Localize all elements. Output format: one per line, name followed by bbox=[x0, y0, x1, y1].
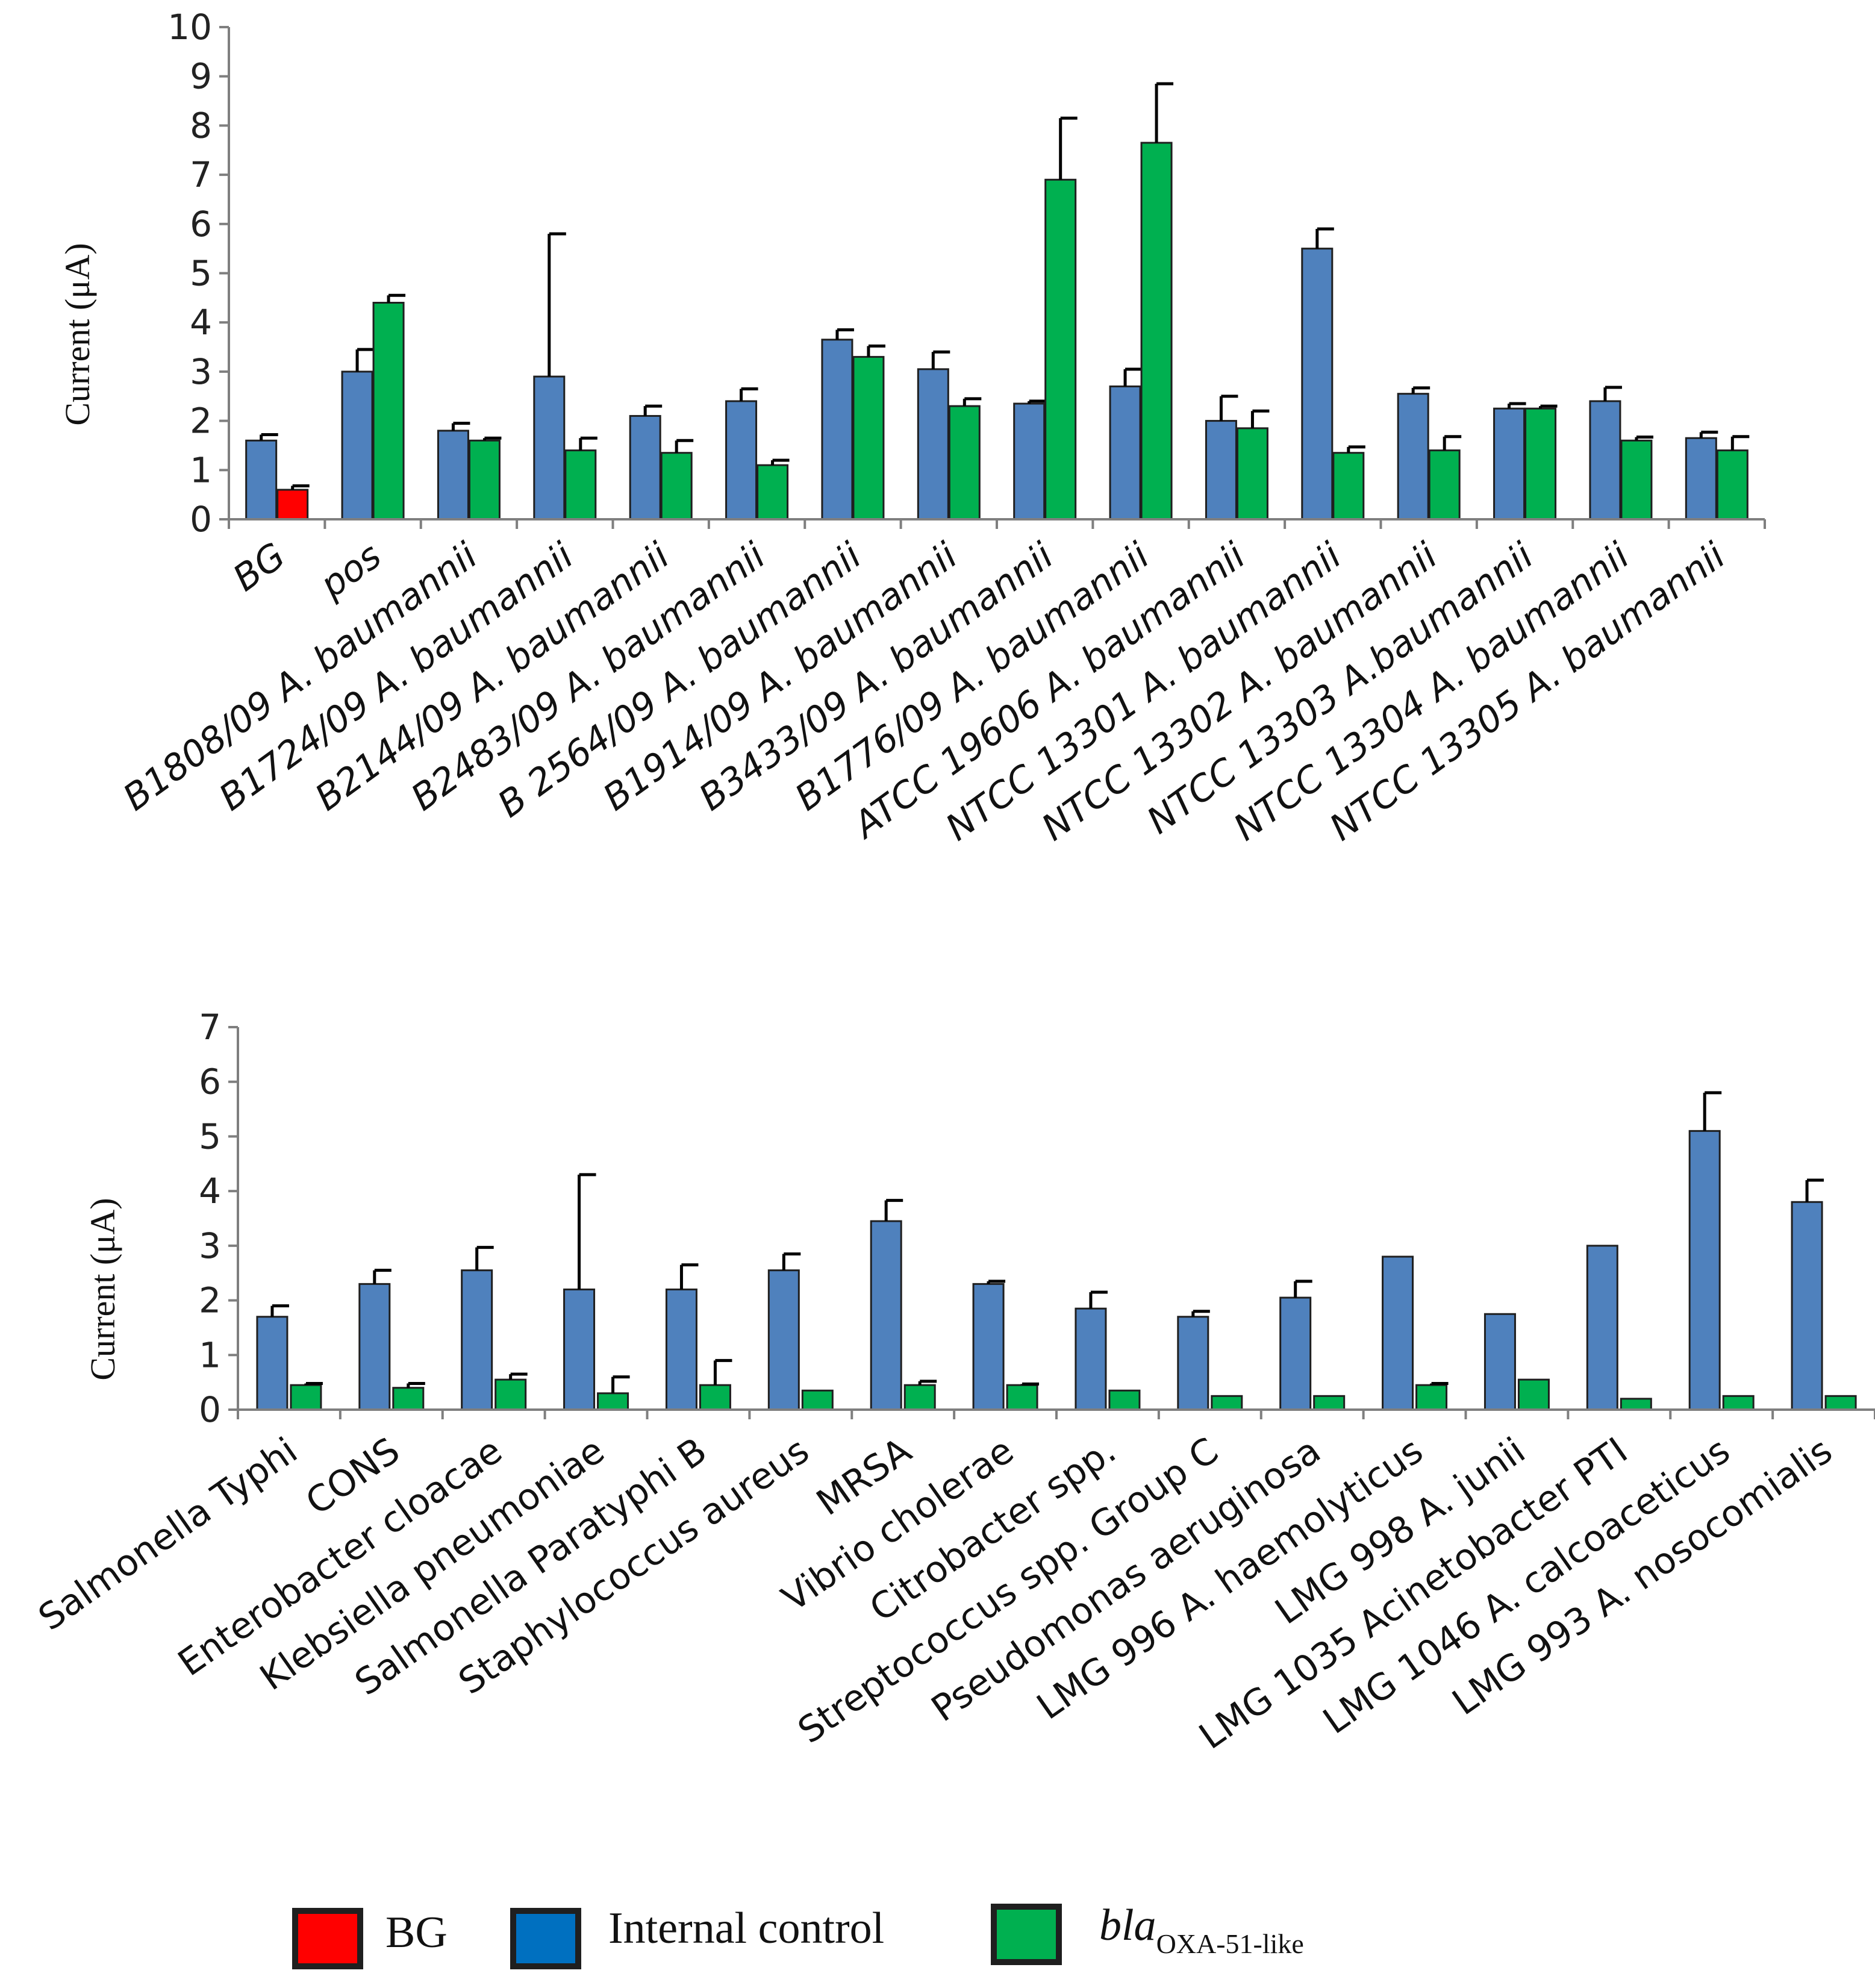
bar-bla bbox=[1044, 178, 1077, 520]
bar-internal_control bbox=[1382, 1255, 1414, 1411]
bar-internal_control bbox=[1301, 248, 1334, 520]
bar-internal_control bbox=[1791, 1201, 1823, 1411]
bar-bla bbox=[1722, 1395, 1755, 1411]
bar-internal_control bbox=[341, 370, 373, 520]
legend-swatch-bla bbox=[991, 1904, 1062, 1965]
bar-bla bbox=[801, 1389, 834, 1411]
y-tick-label: 0 bbox=[190, 499, 212, 540]
y-tick-label: 1 bbox=[190, 449, 212, 490]
legend-swatch-bg bbox=[292, 1908, 363, 1969]
bar-internal_control bbox=[1177, 1316, 1209, 1411]
legend-label-bla-sub: OXA-51-like bbox=[1156, 1928, 1304, 1959]
category-label: BG bbox=[225, 535, 293, 600]
y-tick-label: 7 bbox=[190, 154, 212, 195]
bar-internal_control bbox=[245, 439, 278, 520]
bar-bla bbox=[948, 405, 981, 520]
bar-bla bbox=[1824, 1395, 1857, 1411]
bar-internal_control bbox=[629, 414, 661, 520]
bar-internal_control bbox=[972, 1283, 1005, 1411]
y-tick-label: 3 bbox=[199, 1225, 221, 1266]
legend-label-bla: blaOXA-51-like bbox=[1099, 1901, 1304, 1959]
bar-bla bbox=[1620, 1398, 1652, 1411]
bar-internal_control bbox=[917, 368, 949, 520]
bar-bla bbox=[852, 355, 885, 520]
bar-bla bbox=[564, 449, 597, 520]
bar-bla bbox=[660, 452, 693, 520]
bar-internal_control bbox=[821, 339, 853, 520]
y-tick-label: 1 bbox=[199, 1334, 221, 1375]
bar-internal_control bbox=[563, 1288, 596, 1411]
bar-internal_control bbox=[870, 1220, 902, 1411]
bar-bla bbox=[1428, 449, 1461, 520]
bar-internal_control bbox=[358, 1283, 391, 1411]
bar-bla bbox=[1140, 142, 1173, 520]
bar-bla bbox=[1620, 439, 1653, 520]
y-tick-label: 5 bbox=[199, 1116, 221, 1157]
bar-bla bbox=[392, 1387, 425, 1411]
y-tick-label: 8 bbox=[190, 105, 212, 146]
bar-internal_control bbox=[725, 400, 758, 520]
y-tick-label: 5 bbox=[190, 253, 212, 294]
bar-internal_control bbox=[461, 1269, 493, 1411]
bar-internal_control bbox=[1589, 400, 1621, 520]
bar-bla bbox=[757, 464, 789, 520]
bar-bla bbox=[276, 489, 309, 520]
legend: BG Internal control blaOXA-51-like bbox=[292, 1901, 1304, 1969]
bar-bla bbox=[1415, 1384, 1448, 1411]
bar-internal_control bbox=[1109, 385, 1141, 520]
y-tick-label: 6 bbox=[190, 204, 212, 245]
bar-bla bbox=[699, 1384, 731, 1411]
bar-bla bbox=[372, 302, 405, 520]
y-tick-label: 6 bbox=[199, 1061, 221, 1102]
legend-label-internal-control: Internal control bbox=[608, 1904, 884, 1953]
bar-internal_control bbox=[1483, 1313, 1516, 1411]
bar-internal_control bbox=[1586, 1245, 1618, 1411]
bar-internal_control bbox=[533, 375, 566, 520]
bar-internal_control bbox=[1688, 1130, 1721, 1411]
y-tick-label: 3 bbox=[190, 351, 212, 392]
bar-bla bbox=[1108, 1389, 1141, 1411]
legend-label-bg: BG bbox=[385, 1908, 448, 1957]
bar-bla bbox=[1716, 449, 1749, 520]
y-axis-label: Current (μA) bbox=[83, 1198, 122, 1380]
bar-bla bbox=[290, 1384, 322, 1411]
bar-internal_control bbox=[437, 430, 469, 520]
y-axis-label: Current (μA) bbox=[58, 243, 97, 425]
bar-bla bbox=[1236, 427, 1268, 520]
bar-bla bbox=[1006, 1384, 1038, 1411]
y-tick-label: 4 bbox=[190, 302, 212, 343]
legend-swatch-internal-control bbox=[510, 1908, 581, 1969]
bar-bla bbox=[1517, 1378, 1550, 1411]
bar-bla bbox=[494, 1378, 527, 1411]
bar-internal_control bbox=[665, 1288, 697, 1411]
bar-internal_control bbox=[1397, 393, 1429, 520]
y-tick-label: 4 bbox=[199, 1171, 221, 1211]
y-tick-label: 2 bbox=[190, 401, 212, 442]
bar-bla bbox=[468, 439, 501, 520]
bar-bla bbox=[1332, 452, 1365, 520]
bar-internal_control bbox=[767, 1269, 800, 1411]
bar-internal_control bbox=[1013, 402, 1046, 520]
bar-bla bbox=[1211, 1395, 1243, 1411]
y-tick-label: 2 bbox=[199, 1280, 221, 1321]
bar-bla bbox=[1313, 1395, 1346, 1411]
bar-internal_control bbox=[1205, 420, 1237, 520]
y-tick-label: 0 bbox=[199, 1389, 221, 1430]
bar-bla bbox=[903, 1384, 936, 1411]
bar-internal_control bbox=[1279, 1296, 1312, 1411]
bar-bla bbox=[597, 1392, 629, 1411]
bar-internal_control bbox=[1685, 437, 1717, 520]
y-tick-label: 10 bbox=[167, 7, 212, 48]
bar-bla bbox=[1524, 407, 1557, 520]
bar-internal_control bbox=[1493, 407, 1526, 520]
bar-internal_control bbox=[256, 1316, 289, 1411]
bar-internal_control bbox=[1075, 1307, 1107, 1411]
y-tick-label: 9 bbox=[190, 56, 212, 97]
y-tick-label: 7 bbox=[199, 1007, 221, 1048]
legend-label-bla-main: bla bbox=[1099, 1901, 1156, 1950]
